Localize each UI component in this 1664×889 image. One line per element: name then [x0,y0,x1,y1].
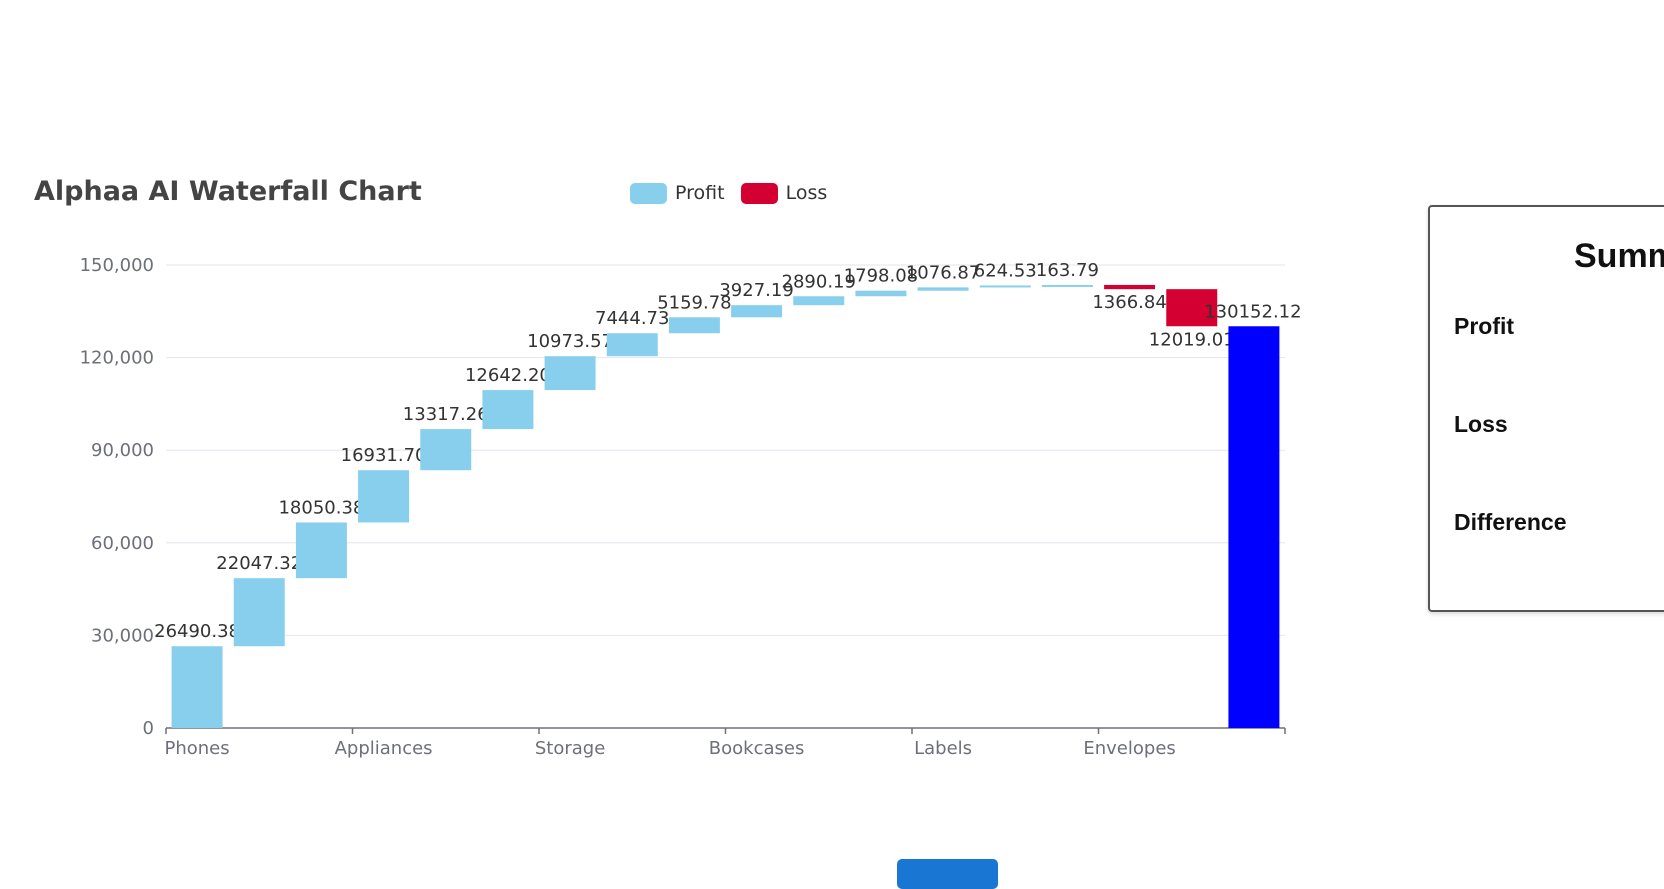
bar-profit [917,287,969,291]
summary-panel: Summ Profit Loss Difference [1428,205,1664,612]
bottom-action-button[interactable] [897,859,998,889]
y-tick-label: 60,000 [91,533,154,554]
summary-profit-label: Profit [1454,313,1515,339]
chart-legend: Profit Loss [630,182,843,204]
x-tick-label: Appliances [335,738,433,759]
x-tick-label: Labels [914,738,972,759]
legend-label-profit: Profit [675,182,725,204]
bar-profit [1041,284,1093,287]
bar-profit [171,646,223,728]
bar-data-label: 22047.32 [216,553,302,574]
bar-profit [420,429,472,471]
bar-data-label: 26490.38 [154,621,240,642]
bar-profit [793,296,845,306]
bar-data-label: 10973.57 [527,331,613,352]
bar-total [1228,326,1280,728]
y-tick-label: 90,000 [91,440,154,461]
bar-profit [233,578,285,647]
bar-data-label: 16931.70 [341,445,427,466]
y-tick-label: 150,000 [80,255,154,276]
legend-swatch-profit [630,182,667,204]
bar-profit [544,356,596,391]
bar-data-label: 7444.73 [595,308,669,329]
bar-data-label: 1366.84 [1092,292,1166,313]
y-tick-label: 120,000 [80,348,154,369]
legend-item-profit[interactable]: Profit [630,182,725,204]
bar-data-label: 13317.26 [403,404,489,425]
bar-profit [979,285,1031,288]
y-tick-label: 30,000 [91,625,154,646]
bar-data-label: 12642.20 [465,365,551,386]
bar-data-label: 624.53 [974,260,1037,281]
x-tick-label: Envelopes [1083,738,1175,759]
bar-profit [295,522,347,579]
bar-profit [668,317,720,334]
bar-loss [1104,284,1156,290]
bar-data-label: 1798.08 [844,266,918,287]
bar-data-label: 130152.12 [1204,301,1301,322]
bar-data-label: 2890.19 [782,271,856,292]
x-tick-label: Storage [535,738,605,759]
x-tick-label: Phones [165,738,230,759]
legend-label-loss: Loss [785,182,828,204]
bar-profit [482,390,534,430]
bar-profit [731,305,783,318]
bar-data-label: 1076.87 [906,262,980,283]
x-tick-label: Bookcases [709,738,805,759]
summary-title: Summ [1574,237,1664,275]
bar-profit [855,290,907,297]
summary-difference-label: Difference [1454,509,1567,535]
bar-data-label: 12019.01 [1149,329,1235,350]
legend-item-loss[interactable]: Loss [740,182,828,204]
chart-title: Alphaa AI Waterfall Chart [34,176,422,207]
waterfall-chart: 0 30,000 60,000 90,000 120,000 150,000 Phones A… [80,255,1302,759]
bar-profit [358,470,410,523]
bar-profit [606,333,658,357]
summary-loss-label: Loss [1454,411,1508,437]
y-tick-label: 0 [143,718,154,739]
bar-data-label: 5159.78 [657,292,731,313]
bar-data-label: 163.79 [1036,260,1099,281]
legend-swatch-loss [740,182,778,204]
bar-loss [1166,289,1218,327]
bar-data-label: 18050.38 [278,497,364,518]
bar-data-label: 3927.19 [719,280,793,301]
